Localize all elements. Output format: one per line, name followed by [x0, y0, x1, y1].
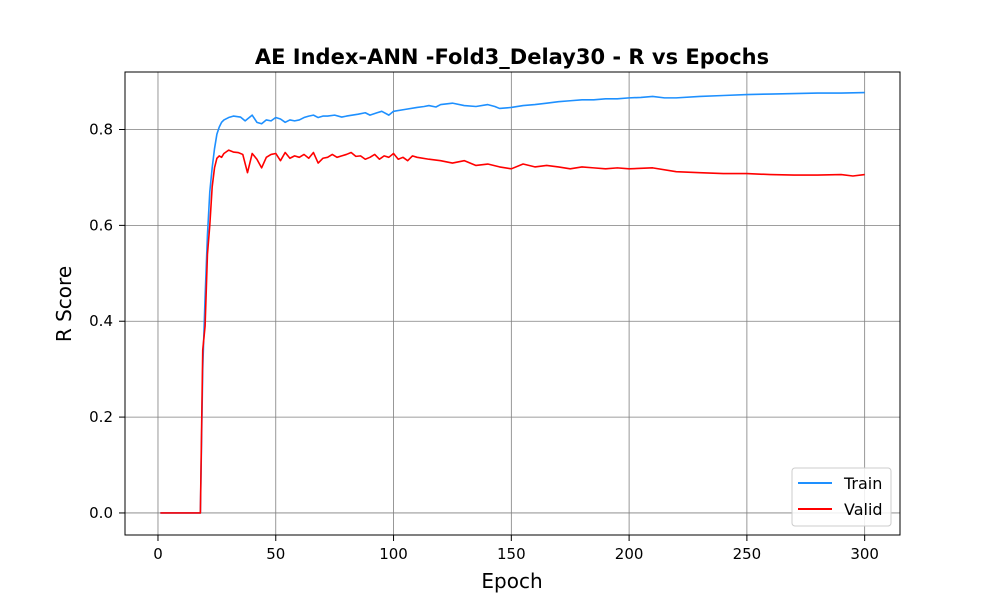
- y-axis-ticks: 0.0 0.2 0.4 0.6 0.8: [89, 121, 125, 522]
- chart-title: AE Index-ANN -Fold3_Delay30 - R vs Epoch…: [255, 45, 769, 69]
- x-tick-label: 150: [497, 545, 526, 563]
- grid: [125, 72, 900, 535]
- x-axis-label: Epoch: [481, 569, 542, 593]
- x-tick-label: 200: [615, 545, 644, 563]
- plot-frame: [124, 71, 901, 536]
- y-tick-label: 0.0: [89, 504, 113, 522]
- x-axis-ticks: 0 50 100 150 200 250 300: [153, 535, 879, 563]
- x-tick-label: 300: [850, 545, 879, 563]
- x-tick-label: 50: [266, 545, 285, 563]
- legend: Train Valid: [791, 467, 892, 527]
- series-line-valid: [160, 149, 865, 514]
- legend-label-valid: Valid: [844, 500, 883, 519]
- y-tick-label: 0.6: [89, 216, 113, 234]
- y-tick-label: 0.4: [89, 312, 113, 330]
- x-tick-label: 100: [379, 545, 408, 563]
- y-tick-label: 0.2: [89, 408, 113, 426]
- x-tick-label: 0: [153, 545, 163, 563]
- series-line-train: [160, 91, 865, 514]
- x-tick-label: 250: [733, 545, 762, 563]
- series-layer: [160, 91, 865, 514]
- legend-label-train: Train: [843, 474, 882, 493]
- y-tick-label: 0.8: [89, 121, 113, 139]
- y-axis-label: R Score: [52, 266, 76, 342]
